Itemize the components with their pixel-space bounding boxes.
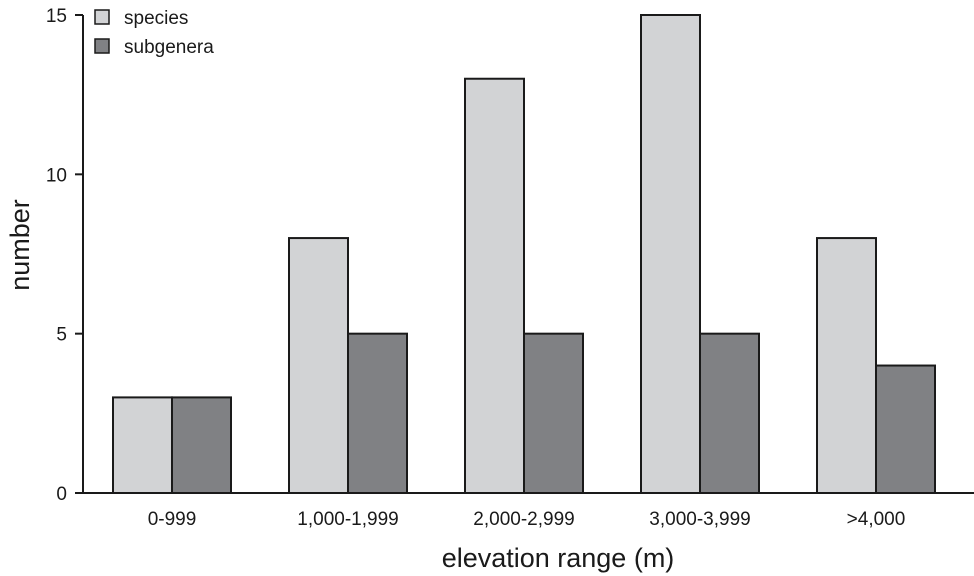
legend-swatch-species [94,9,110,25]
y-tick-label: 5 [56,325,67,346]
legend-swatch-subgenera [94,38,110,54]
y-tick-label: 10 [46,165,67,186]
bar-subgenera-5 [875,364,936,494]
y-axis-title: number [5,199,35,291]
bar-subgenera-2 [347,332,408,494]
x-tick-label: 1,000-1,999 [297,509,398,530]
bar-species-4 [640,14,701,494]
legend-label-species: species [124,8,188,29]
bar-subgenera-4 [699,332,760,494]
y-tick-label: 0 [56,484,67,505]
bar-subgenera-1 [171,396,232,494]
x-axis-title: elevation range (m) [442,543,675,573]
bar-species-3 [464,77,525,494]
x-tick-label: 3,000-3,999 [649,509,750,530]
x-tick-label: >4,000 [847,509,906,530]
legend: species subgenera [94,8,214,58]
y-tick-label: 15 [46,6,67,27]
legend-label-subgenera: subgenera [124,37,214,58]
bar-species-2 [288,237,349,494]
bar-species-5 [816,237,877,494]
x-tick-label: 0-999 [148,509,197,530]
bar-subgenera-3 [523,332,584,494]
x-tick-label: 2,000-2,999 [473,509,574,530]
bars [112,14,936,494]
bar-species-1 [112,396,173,494]
y-ticks: 0 5 10 15 [46,6,83,505]
x-ticks: 0-999 1,000-1,999 2,000-2,999 3,000-3,999 >4… [148,509,906,530]
